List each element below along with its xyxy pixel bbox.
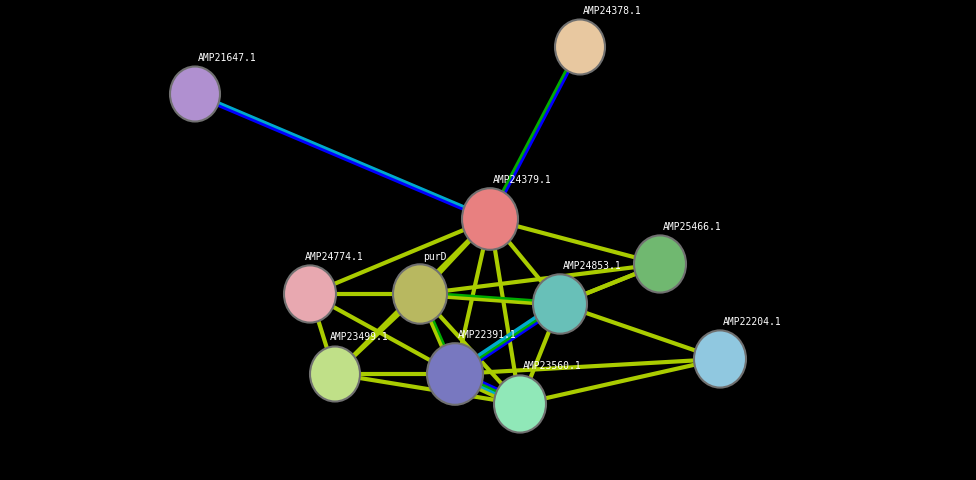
Ellipse shape bbox=[634, 236, 686, 293]
Ellipse shape bbox=[427, 344, 483, 405]
Ellipse shape bbox=[170, 67, 220, 122]
Ellipse shape bbox=[494, 376, 546, 432]
Text: AMP24774.1: AMP24774.1 bbox=[305, 252, 364, 262]
Text: AMP22204.1: AMP22204.1 bbox=[723, 316, 782, 326]
Text: AMP24853.1: AMP24853.1 bbox=[563, 261, 622, 270]
Text: AMP21647.1: AMP21647.1 bbox=[198, 53, 257, 63]
Ellipse shape bbox=[555, 21, 605, 75]
Text: AMP23560.1: AMP23560.1 bbox=[523, 360, 582, 370]
Ellipse shape bbox=[694, 331, 746, 388]
Ellipse shape bbox=[533, 275, 587, 334]
Text: AMP25466.1: AMP25466.1 bbox=[663, 222, 721, 231]
Ellipse shape bbox=[284, 266, 336, 323]
Ellipse shape bbox=[462, 189, 518, 250]
Text: AMP24379.1: AMP24379.1 bbox=[493, 175, 551, 185]
Text: purD: purD bbox=[423, 252, 446, 262]
Ellipse shape bbox=[310, 347, 360, 402]
Ellipse shape bbox=[393, 265, 447, 324]
Text: AMP22391.1: AMP22391.1 bbox=[458, 329, 516, 339]
Text: AMP23499.1: AMP23499.1 bbox=[330, 331, 388, 341]
Text: AMP24378.1: AMP24378.1 bbox=[583, 6, 642, 16]
